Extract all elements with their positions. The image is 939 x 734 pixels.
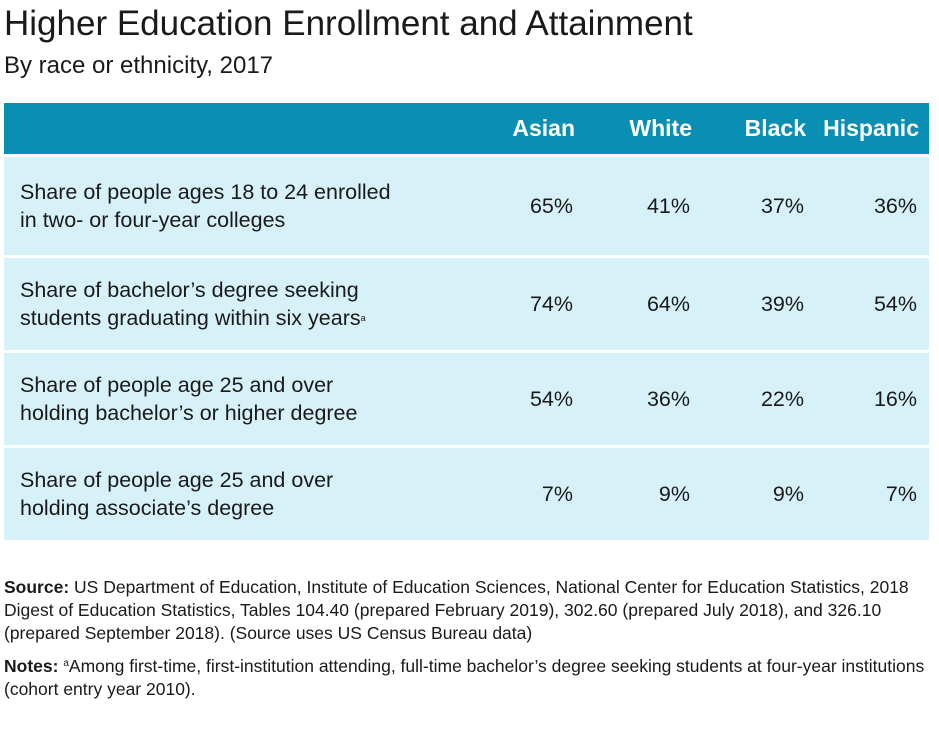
- column-header-white: White: [585, 103, 702, 157]
- cell-value: 41%: [646, 194, 690, 218]
- row-label-line: holding bachelor’s or higher degree: [20, 401, 358, 425]
- cell-value: 36%: [585, 350, 702, 447]
- chart-title: Higher Education Enrollment and Attainme…: [4, 4, 693, 43]
- notes: Notes: aAmong first-time, first-institut…: [4, 652, 934, 701]
- footer-notes: Source: US Department of Education, Inst…: [4, 576, 934, 708]
- column-header-asian: Asian: [470, 103, 585, 157]
- row-label-line: Share of people ages 18 to 24 enrolled: [20, 180, 391, 204]
- footnote-marker: a: [63, 658, 69, 669]
- table-row: Share of bachelor’s degree seeking studen…: [4, 255, 929, 352]
- cell-value: 54%: [470, 350, 585, 447]
- row-label: Share of people age 25 and over holding a…: [4, 445, 470, 540]
- source-text: US Department of Education, Institute of…: [4, 577, 909, 643]
- cell-value: 16%: [816, 350, 929, 447]
- chart-subtitle: By race or ethnicity, 2017: [4, 52, 274, 79]
- source-label: Source:: [4, 577, 70, 597]
- cell-value: 22%: [702, 350, 816, 447]
- cell-value: 9%: [585, 445, 702, 540]
- table-row: Share of people age 25 and over holding b…: [4, 350, 929, 447]
- row-label-line: Share of people age 25 and over: [20, 468, 334, 492]
- footnote-marker: a: [360, 313, 366, 323]
- column-header-hispanic: Hispanic: [816, 103, 929, 157]
- row-label-line: students graduating within six years: [20, 306, 361, 330]
- cell-value: 74%: [470, 255, 585, 352]
- row-label: Share of bachelor’s degree seeking studen…: [4, 255, 470, 352]
- cell-value: 7%: [470, 445, 585, 540]
- cell-value: 39%: [702, 255, 816, 352]
- source-note: Source: US Department of Education, Inst…: [4, 576, 934, 645]
- cell-value: 64%: [585, 255, 702, 352]
- row-label-line: holding associate’s degree: [20, 496, 275, 520]
- table-row: Share of people ages 18 to 24 enrolled in…: [4, 155, 929, 257]
- cell-value: 37%: [760, 194, 804, 218]
- table-row: Share of people age 25 and over holding a…: [4, 445, 929, 540]
- data-table-container: Asian White Black Hispanic Share of peop…: [4, 103, 929, 540]
- data-table: Asian White Black Hispanic Share of peop…: [4, 103, 929, 540]
- header-blank: [4, 103, 470, 157]
- cell-value: 9%: [702, 445, 816, 540]
- row-label: Share of people ages 18 to 24 enrolled in…: [4, 156, 470, 257]
- table-header-row: Asian White Black Hispanic: [4, 103, 929, 157]
- row-label: Share of people age 25 and over holding b…: [4, 350, 470, 447]
- cell-value: 65%: [529, 194, 573, 218]
- notes-label: Notes:: [4, 656, 59, 676]
- row-label-line: in two- or four-year colleges: [20, 208, 286, 232]
- notes-text: Among first-time, first-institution atte…: [4, 656, 925, 699]
- row-label-line: Share of bachelor’s degree seeking: [20, 278, 359, 302]
- row-label-line: Share of people age 25 and over: [20, 373, 334, 397]
- cell-value: 7%: [816, 445, 929, 540]
- column-header-black: Black: [702, 103, 816, 157]
- cell-value: 36%: [873, 194, 917, 218]
- cell-value: 54%: [816, 255, 929, 352]
